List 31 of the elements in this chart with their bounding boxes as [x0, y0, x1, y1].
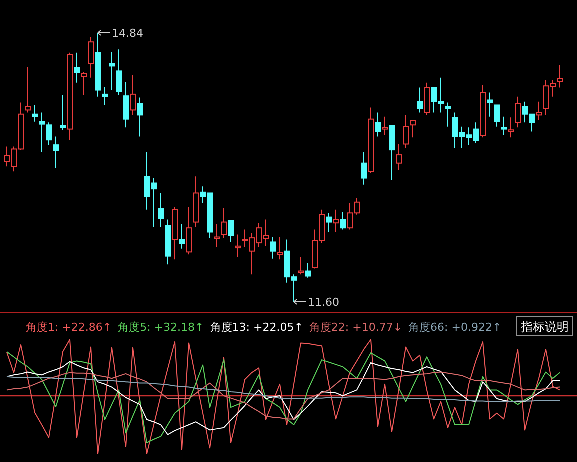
candlestick: [333, 209, 339, 233]
candlestick: [445, 102, 451, 128]
text: 指标说明: [520, 320, 569, 334]
candlestick: [123, 81, 129, 128]
candlestick: [53, 136, 59, 169]
candlestick: [179, 223, 185, 250]
candlestick: [130, 74, 136, 116]
candlestick: [214, 223, 220, 248]
text: 角度66: +0.922↑: [408, 321, 502, 334]
candlestick: [487, 92, 493, 118]
candlestick: [74, 52, 80, 84]
candlestick: [270, 236, 276, 260]
annotation: 14.84: [112, 27, 144, 40]
series-label: 角度1: +22.86↑: [26, 321, 112, 334]
text: 角度5: +32.18↑: [118, 321, 204, 334]
annotation: 11.60: [308, 296, 340, 309]
candlestick: [277, 236, 283, 260]
candlestick: [32, 104, 38, 122]
candlestick: [375, 112, 381, 138]
candlestick: [557, 64, 563, 88]
candlestick: [102, 86, 108, 106]
candlestick: [88, 36, 94, 78]
candlestick: [536, 101, 542, 121]
candlestick: [326, 212, 332, 233]
text: 角度13: +22.05↑: [210, 321, 304, 334]
text: 角度22: +10.77↓: [309, 321, 403, 334]
candlestick: [109, 52, 115, 91]
candlestick: [116, 49, 122, 96]
candlestick: [235, 234, 241, 258]
candlestick: [193, 176, 199, 228]
candlestick: [158, 192, 164, 228]
